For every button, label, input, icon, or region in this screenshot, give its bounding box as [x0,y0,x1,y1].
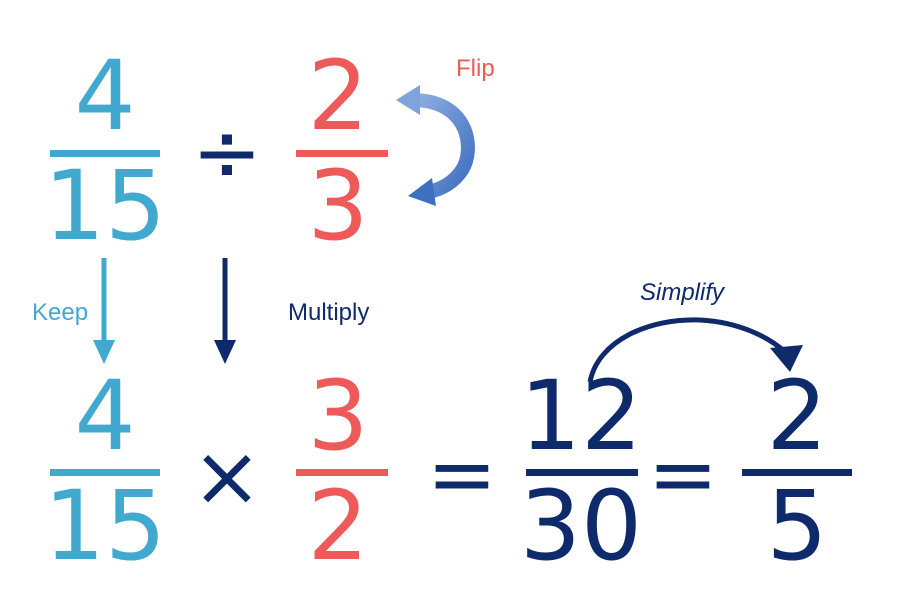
bottom-fraction3-bar [526,469,638,476]
bottom-fraction1-bar [50,469,160,476]
simplify-label: Simplify [640,279,725,306]
flip-arrow-icon [396,85,475,206]
keep-label: Keep [32,299,89,326]
bottom-fraction4-bar [742,469,852,476]
bottom-fraction2-numerator: 3 [307,360,369,472]
top-fraction2-numerator: 2 [307,40,369,152]
equals-sign-1: = [426,425,498,523]
top-fraction2-denominator: 3 [307,150,369,262]
top-fraction1-bar [50,150,160,157]
bottom-fraction2-denominator: 2 [307,470,369,582]
bottom-fraction2-bar [296,469,388,476]
bottom-fraction4-denominator: 5 [766,470,828,582]
flip-label: Flip [456,55,495,82]
bottom-fraction3-numerator: 12 [519,360,643,472]
bottom-fraction1-numerator: 4 [74,360,136,472]
bottom-multiply-operator: × [191,427,263,525]
equals-sign-2: = [647,425,719,523]
bottom-fraction4-numerator: 2 [766,360,828,472]
multiply-label: Multiply [288,299,370,326]
top-fraction2-bar [296,150,388,157]
multiply-arrow-icon [214,258,236,364]
simplify-arrow-icon [587,317,803,383]
keep-arrow-icon [93,258,115,364]
top-fraction1-numerator: 4 [74,40,136,152]
top-divide-operator: ÷ [191,103,263,201]
top-fraction1-denominator: 15 [43,150,167,262]
bottom-fraction1-denominator: 15 [43,470,167,582]
bottom-fraction3-denominator: 30 [519,470,643,582]
